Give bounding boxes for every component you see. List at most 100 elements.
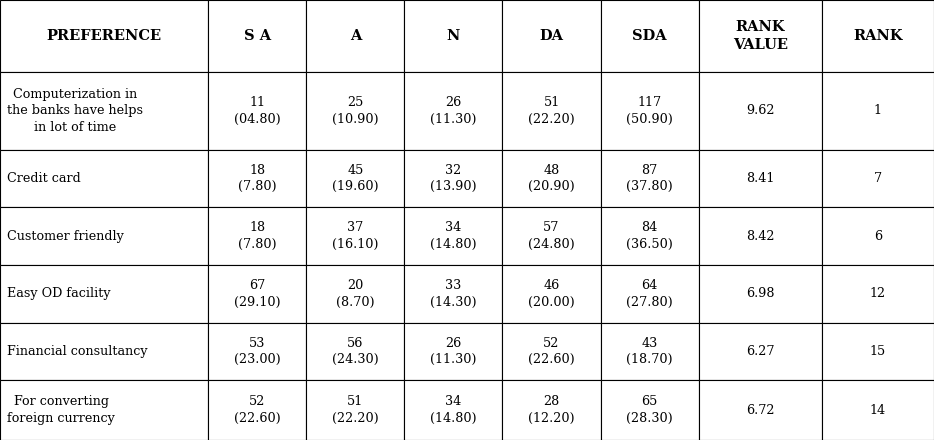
- Bar: [404, 380, 502, 440]
- Bar: [404, 150, 502, 207]
- Bar: [699, 150, 822, 207]
- Bar: [601, 0, 699, 72]
- Bar: [306, 72, 404, 150]
- Text: 12: 12: [870, 287, 886, 301]
- Bar: [822, 72, 934, 150]
- Bar: [208, 265, 306, 323]
- Bar: [208, 323, 306, 380]
- Text: 26
(11.30): 26 (11.30): [431, 337, 476, 366]
- Bar: [306, 380, 404, 440]
- Text: PREFERENCE: PREFERENCE: [47, 29, 162, 43]
- Bar: [502, 323, 601, 380]
- Bar: [699, 0, 822, 72]
- Text: 18
(7.80): 18 (7.80): [238, 221, 276, 251]
- Text: 52
(22.60): 52 (22.60): [234, 396, 281, 425]
- Text: 65
(28.30): 65 (28.30): [626, 396, 673, 425]
- Bar: [208, 150, 306, 207]
- Text: 53
(23.00): 53 (23.00): [234, 337, 281, 366]
- Bar: [208, 207, 306, 265]
- Text: 57
(24.80): 57 (24.80): [528, 221, 575, 251]
- Bar: [822, 207, 934, 265]
- Text: 6.27: 6.27: [746, 345, 774, 358]
- Text: 56
(24.30): 56 (24.30): [332, 337, 379, 366]
- Text: 45
(19.60): 45 (19.60): [333, 164, 378, 193]
- Text: DA: DA: [540, 29, 563, 43]
- Text: Customer friendly: Customer friendly: [7, 230, 124, 242]
- Bar: [699, 265, 822, 323]
- Bar: [208, 72, 306, 150]
- Bar: [0, 0, 208, 72]
- Bar: [306, 323, 404, 380]
- Bar: [0, 323, 208, 380]
- Text: 14: 14: [870, 403, 886, 417]
- Text: 28
(12.20): 28 (12.20): [529, 396, 574, 425]
- Text: RANK: RANK: [854, 29, 902, 43]
- Text: N: N: [446, 29, 460, 43]
- Text: 52
(22.60): 52 (22.60): [528, 337, 575, 366]
- Bar: [822, 380, 934, 440]
- Text: SDA: SDA: [632, 29, 667, 43]
- Text: 6: 6: [874, 230, 882, 242]
- Bar: [306, 265, 404, 323]
- Text: For converting
foreign currency: For converting foreign currency: [7, 396, 115, 425]
- Text: 8.41: 8.41: [746, 172, 774, 185]
- Bar: [502, 265, 601, 323]
- Text: 43
(18.70): 43 (18.70): [627, 337, 672, 366]
- Bar: [601, 323, 699, 380]
- Bar: [601, 72, 699, 150]
- Bar: [601, 380, 699, 440]
- Text: Easy OD facility: Easy OD facility: [7, 287, 111, 301]
- Bar: [822, 0, 934, 72]
- Text: 33
(14.30): 33 (14.30): [431, 279, 476, 308]
- Text: 87
(37.80): 87 (37.80): [626, 164, 673, 193]
- Bar: [822, 150, 934, 207]
- Bar: [306, 207, 404, 265]
- Bar: [699, 323, 822, 380]
- Bar: [502, 150, 601, 207]
- Text: Financial consultancy: Financial consultancy: [7, 345, 149, 358]
- Bar: [0, 265, 208, 323]
- Text: 20
(8.70): 20 (8.70): [336, 279, 375, 308]
- Text: 84
(36.50): 84 (36.50): [626, 221, 673, 251]
- Bar: [699, 72, 822, 150]
- Text: 117
(50.90): 117 (50.90): [626, 96, 673, 126]
- Text: 32
(13.90): 32 (13.90): [431, 164, 476, 193]
- Bar: [502, 380, 601, 440]
- Bar: [0, 72, 208, 150]
- Text: 1: 1: [874, 104, 882, 117]
- Bar: [502, 72, 601, 150]
- Bar: [306, 0, 404, 72]
- Bar: [404, 0, 502, 72]
- Bar: [601, 265, 699, 323]
- Bar: [0, 380, 208, 440]
- Bar: [822, 323, 934, 380]
- Bar: [404, 207, 502, 265]
- Bar: [404, 72, 502, 150]
- Text: 34
(14.80): 34 (14.80): [431, 221, 476, 251]
- Text: 25
(10.90): 25 (10.90): [333, 96, 378, 126]
- Bar: [822, 265, 934, 323]
- Text: 64
(27.80): 64 (27.80): [626, 279, 673, 308]
- Text: 7: 7: [874, 172, 882, 185]
- Text: 34
(14.80): 34 (14.80): [431, 396, 476, 425]
- Text: 51
(22.20): 51 (22.20): [332, 396, 379, 425]
- Text: 6.98: 6.98: [746, 287, 774, 301]
- Bar: [208, 0, 306, 72]
- Text: S A: S A: [244, 29, 271, 43]
- Text: Computerization in
the banks have helps
in lot of time: Computerization in the banks have helps …: [7, 88, 144, 134]
- Text: 18
(7.80): 18 (7.80): [238, 164, 276, 193]
- Bar: [699, 207, 822, 265]
- Bar: [699, 380, 822, 440]
- Bar: [306, 150, 404, 207]
- Bar: [208, 380, 306, 440]
- Text: 37
(16.10): 37 (16.10): [333, 221, 378, 251]
- Bar: [404, 265, 502, 323]
- Bar: [0, 207, 208, 265]
- Text: 51
(22.20): 51 (22.20): [528, 96, 575, 126]
- Text: 26
(11.30): 26 (11.30): [431, 96, 476, 126]
- Text: 8.42: 8.42: [746, 230, 774, 242]
- Text: 6.72: 6.72: [746, 403, 774, 417]
- Text: 11
(04.80): 11 (04.80): [234, 96, 281, 126]
- Text: 48
(20.90): 48 (20.90): [528, 164, 575, 193]
- Text: Credit card: Credit card: [7, 172, 81, 185]
